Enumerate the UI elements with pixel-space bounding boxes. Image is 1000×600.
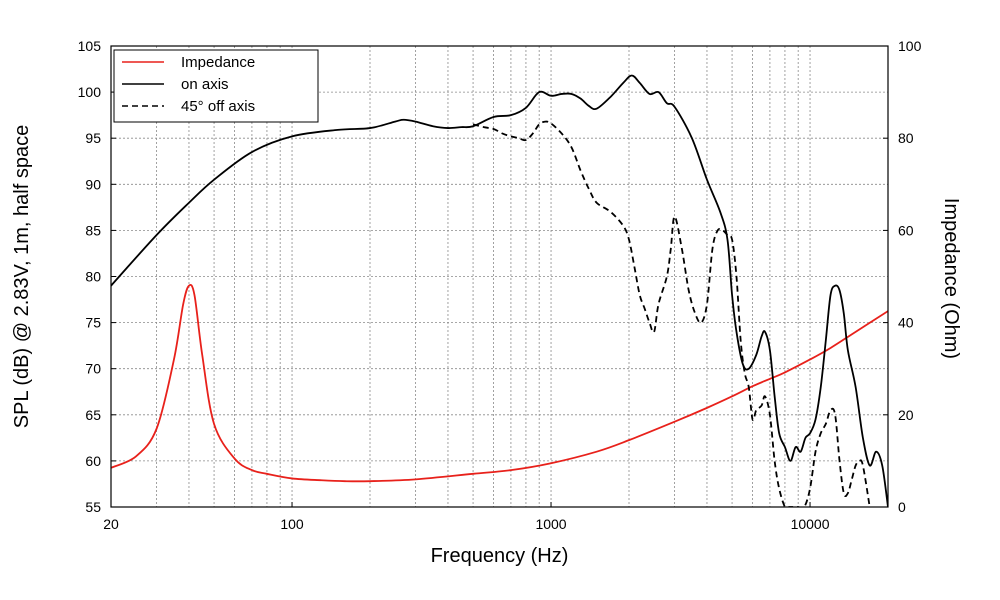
x-tick-label: 100 (280, 516, 304, 532)
on-axis-curve (111, 74, 888, 507)
y-tick-label: 95 (85, 130, 101, 146)
legend: Impedance on axis 45° off axis (113, 49, 319, 123)
y2-tick-label: 100 (898, 38, 922, 54)
y2-tick-label: 20 (898, 407, 914, 423)
y-tick-label: 85 (85, 222, 101, 238)
y2-tick-label: 0 (898, 499, 906, 515)
y-axis-title: SPL (dB) @ 2.83V, 1m, half space (11, 125, 33, 428)
y-tick-label: 65 (85, 407, 101, 423)
y-tick-label: 70 (85, 361, 101, 377)
y-tick-label: 100 (78, 84, 102, 100)
legend-label-on-axis: on axis (181, 76, 229, 93)
y-tick-label: 55 (85, 499, 101, 515)
x-tick-label: 20 (103, 516, 119, 532)
y-tick-label: 75 (85, 315, 101, 331)
off-axis-curve (472, 120, 871, 507)
axis-ticks: 20 100 1000 10000 55 60 65 70 75 80 85 90 95 100 105 0 2… (78, 38, 922, 532)
x-axis-title: Frequency (Hz) (431, 545, 569, 567)
x-tick-label: 10000 (791, 516, 830, 532)
legend-box (113, 49, 319, 123)
impedance-curve (111, 283, 888, 483)
y2-tick-label: 40 (898, 315, 914, 331)
y-tick-label: 80 (85, 269, 101, 285)
legend-label-off-axis: 45° off axis (181, 98, 255, 115)
y-tick-label: 60 (85, 453, 101, 469)
y-tick-label: 90 (85, 176, 101, 192)
legend-label-impedance: Impedance (181, 54, 255, 71)
y-tick-label: 105 (78, 38, 102, 54)
y2-axis-title: Impedance (Ohm) (940, 198, 962, 359)
plot-curves (111, 74, 888, 507)
x-tick-label: 1000 (535, 516, 566, 532)
y2-tick-label: 60 (898, 222, 914, 238)
y2-tick-label: 80 (898, 130, 914, 146)
